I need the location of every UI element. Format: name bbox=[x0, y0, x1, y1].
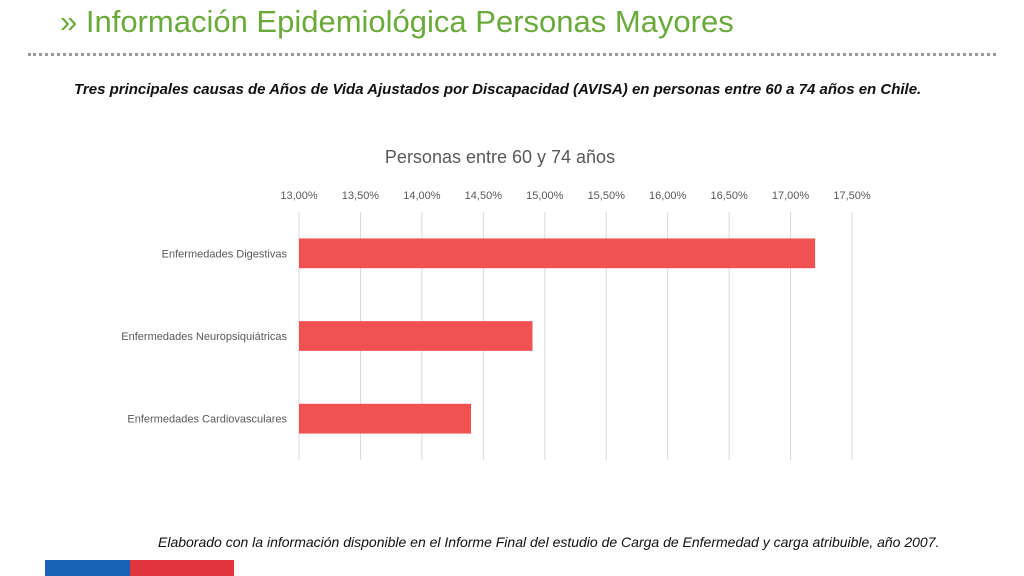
x-tick-label: 13,00% bbox=[280, 190, 318, 202]
x-tick-label: 16,50% bbox=[710, 190, 748, 202]
bars bbox=[299, 238, 816, 434]
category-label: Enfermedades Digestivas bbox=[162, 248, 288, 260]
source-note: Elaborado con la información disponible … bbox=[158, 534, 940, 550]
category-label: Enfermedades Neuropsiquiátricas bbox=[121, 331, 287, 343]
flag-bar-blue bbox=[45, 560, 130, 576]
x-tick-label: 17,50% bbox=[833, 190, 871, 202]
bar bbox=[299, 238, 816, 269]
bar bbox=[299, 321, 533, 351]
x-axis-ticks: 13,00% 13,50% 14,00% 14,50% 15,00% 15,50% 16,0… bbox=[280, 190, 871, 202]
flag-bar-red bbox=[130, 560, 234, 576]
x-tick-label: 13,50% bbox=[342, 190, 380, 202]
slide-subtitle: Tres principales causas de Años de Vida … bbox=[74, 81, 922, 98]
bar bbox=[299, 403, 472, 434]
x-tick-label: 15,50% bbox=[588, 190, 626, 202]
chart-title: Personas entre 60 y 74 años bbox=[385, 147, 615, 167]
category-labels: Enfermedades Digestivas Enfermedades Neur… bbox=[121, 248, 287, 425]
x-tick-label: 14,50% bbox=[465, 190, 503, 202]
x-tick-label: 14,00% bbox=[403, 190, 441, 202]
category-label: Enfermedades Cardiovasculares bbox=[127, 414, 287, 426]
title-divider bbox=[28, 53, 996, 56]
x-tick-label: 15,00% bbox=[526, 190, 564, 202]
x-tick-label: 16,00% bbox=[649, 190, 687, 202]
x-tick-label: 17,00% bbox=[772, 190, 810, 202]
slide-title: » Información Epidemiológica Personas Ma… bbox=[60, 4, 734, 39]
